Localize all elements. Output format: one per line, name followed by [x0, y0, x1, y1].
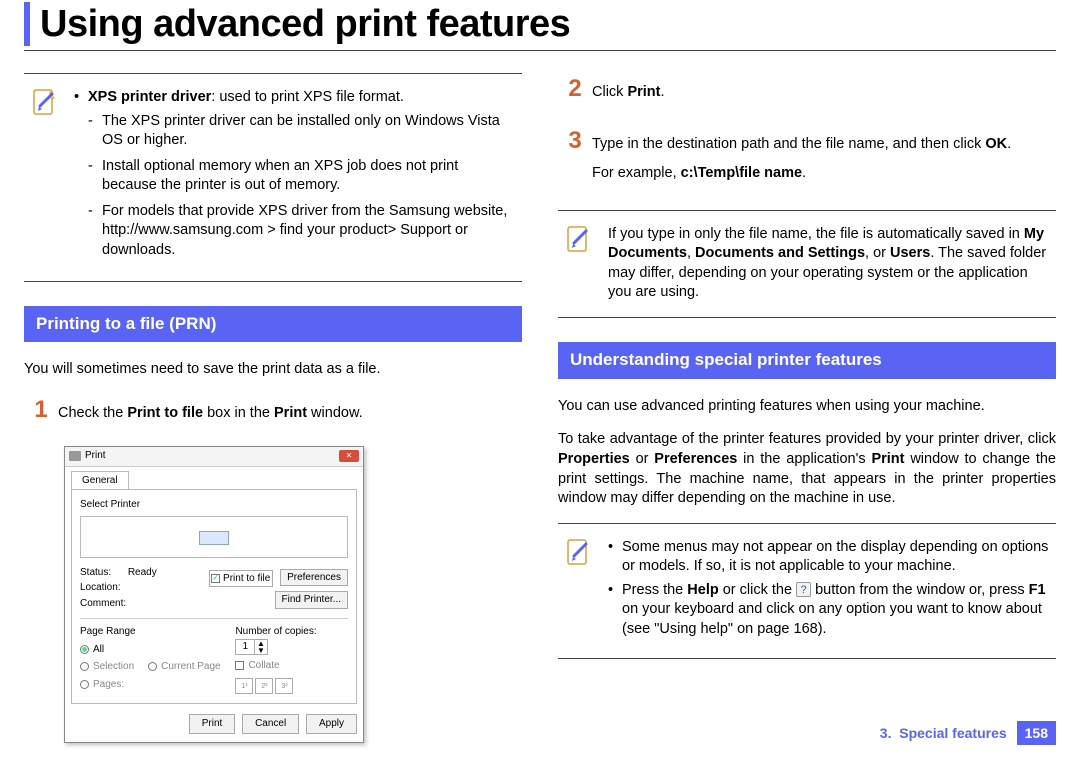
copies-group: Number of copies: 1▲▼ Collate 1¹2²3³	[235, 625, 348, 695]
sec2-p2: To take advantage of the printer feature…	[558, 430, 1056, 508]
section-understanding-features: Understanding special printer features	[558, 342, 1056, 379]
dialog-panel: Select Printer Status: Ready Location: C…	[71, 489, 357, 704]
left-column: XPS printer driver: used to print XPS fi…	[24, 73, 522, 743]
step-1-body: Check the Print to file box in the Print…	[58, 402, 522, 434]
copies-spinner[interactable]: 1▲▼	[235, 639, 267, 655]
printer-icon	[69, 451, 81, 461]
menus-note-content: Some menus may not appear on the display…	[564, 538, 1050, 640]
cancel-button[interactable]: Cancel	[242, 714, 299, 734]
step-2-number: 2	[558, 73, 592, 105]
menus-note-b2: Press the Help or click the ? button fro…	[608, 581, 1050, 640]
xps-intro-rest: : used to print XPS file format.	[211, 89, 404, 105]
menus-note-box: Some menus may not appear on the display…	[558, 523, 1056, 659]
status-row: Status: Ready Location: Comment: ✓Print …	[80, 566, 348, 613]
xps-item-2: Install optional memory when an XPS job …	[74, 157, 516, 196]
tab-general[interactable]: General	[71, 471, 129, 490]
apply-button[interactable]: Apply	[306, 714, 357, 734]
title-wrap: Using advanced print features	[24, 0, 1056, 51]
dialog-footer: Print Cancel Apply	[65, 710, 363, 742]
note-icon	[564, 538, 594, 568]
preferences-button[interactable]: Preferences	[280, 569, 348, 587]
footer: 3. Special features 158	[880, 721, 1056, 745]
find-printer-button[interactable]: Find Printer...	[275, 591, 348, 609]
radio-selection[interactable]: Selection	[80, 660, 134, 674]
status-info: Status: Ready Location: Comment:	[80, 566, 157, 613]
radio-pages[interactable]: Pages:	[80, 678, 227, 692]
close-icon[interactable]: ✕	[339, 450, 359, 462]
columns: XPS printer driver: used to print XPS fi…	[24, 73, 1056, 743]
filename-note-box: If you type in only the file name, the f…	[558, 210, 1056, 318]
dialog-titlebar: Print ✕	[65, 447, 363, 467]
footer-chapter: 3. Special features	[880, 725, 1007, 741]
xps-note-box: XPS printer driver: used to print XPS fi…	[24, 73, 522, 282]
radio-current-page[interactable]: Current Page	[148, 660, 220, 674]
sec2-p1: You can use advanced printing features w…	[558, 397, 1056, 417]
dialog-tabs: General	[65, 467, 363, 490]
step-3-number: 3	[558, 125, 592, 157]
status-right: ✓Print to file Preferences Find Printer.…	[209, 569, 348, 609]
xps-note-content: XPS printer driver: used to print XPS fi…	[30, 88, 516, 261]
xps-intro: XPS printer driver: used to print XPS fi…	[74, 88, 516, 108]
collate-checkbox[interactable]: Collate	[235, 659, 348, 673]
print-to-file-checkbox[interactable]: ✓Print to file	[209, 570, 273, 588]
dialog-title: Print	[85, 449, 106, 463]
print-button[interactable]: Print	[189, 714, 236, 734]
printer-list[interactable]	[80, 516, 348, 558]
filename-note-content: If you type in only the file name, the f…	[564, 225, 1050, 303]
page-title: Using advanced print features	[40, 3, 570, 46]
range-row: Page Range All Selection Current Page Pa…	[80, 625, 348, 695]
step-2-body: Click Print.	[592, 81, 1056, 113]
sec1-intro-p: You will sometimes need to save the prin…	[24, 360, 522, 380]
page-range-group: Page Range All Selection Current Page Pa…	[80, 625, 227, 695]
step-1-number: 1	[24, 394, 58, 426]
right-column: 2 Click Print. 3 Type in the destination…	[558, 73, 1056, 743]
print-dialog: Print ✕ General Select Printer Status: R…	[64, 446, 364, 743]
section-printing-to-file: Printing to a file (PRN)	[24, 306, 522, 343]
step-3: 3 Type in the destination path and the f…	[558, 125, 1056, 194]
footer-page-number: 158	[1017, 721, 1056, 745]
xps-item-1: The XPS printer driver can be installed …	[74, 112, 516, 151]
radio-all[interactable]: All	[80, 643, 227, 657]
step-3-body: Type in the destination path and the fil…	[592, 133, 1056, 194]
step-2: 2 Click Print.	[558, 73, 1056, 113]
note-icon	[564, 225, 594, 255]
note-icon	[30, 88, 60, 118]
xps-item-3: For models that provide XPS driver from …	[74, 202, 516, 261]
title-accent-bar	[24, 2, 30, 46]
collate-icons: 1¹2²3³	[235, 678, 348, 694]
page: Using advanced print features XPS printe…	[0, 0, 1080, 763]
xps-intro-bold: XPS printer driver	[88, 89, 211, 105]
help-icon: ?	[796, 582, 811, 597]
menus-note-b1: Some menus may not appear on the display…	[608, 538, 1050, 577]
select-printer-label: Select Printer	[80, 498, 348, 512]
step-1: 1 Check the Print to file box in the Pri…	[24, 394, 522, 434]
